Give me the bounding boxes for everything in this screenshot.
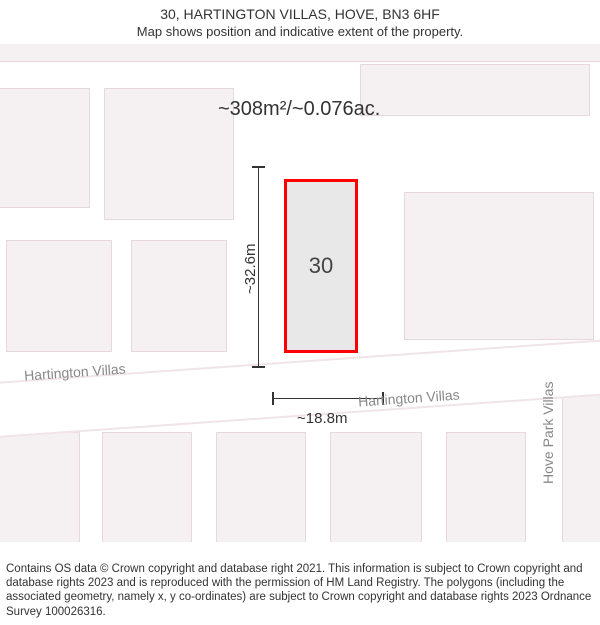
building-footprint xyxy=(104,88,234,220)
page-subtitle: Map shows position and indicative extent… xyxy=(0,24,600,39)
building-footprint xyxy=(0,44,600,62)
building-footprint xyxy=(404,192,594,340)
building-footprint xyxy=(330,432,422,542)
dimension-tick xyxy=(272,392,274,405)
dimension-label-height: ~32.6m xyxy=(242,244,259,294)
building-footprint xyxy=(216,432,306,542)
building-footprint xyxy=(0,432,80,542)
page-title: 30, HARTINGTON VILLAS, HOVE, BN3 6HF xyxy=(0,6,600,22)
building-footprint xyxy=(360,64,590,116)
area-label: ~308m²/~0.076ac. xyxy=(218,98,380,121)
dimension-label-width: ~18.8m xyxy=(297,410,347,427)
building-footprint xyxy=(102,432,192,542)
street-label-hove-park: Hove Park Villas xyxy=(540,382,556,484)
building-footprint xyxy=(0,88,90,208)
building-footprint xyxy=(446,432,526,542)
house-number: 30 xyxy=(309,253,333,279)
building-footprint xyxy=(6,240,112,352)
footer-attribution: Contains OS data © Crown copyright and d… xyxy=(6,562,594,620)
dimension-tick xyxy=(252,366,265,368)
map-canvas: 30 ~308m²/~0.076ac. ~32.6m ~18.8m Hartin… xyxy=(0,44,600,542)
dimension-tick xyxy=(252,166,265,168)
property-highlight: 30 xyxy=(284,179,358,353)
header: 30, HARTINGTON VILLAS, HOVE, BN3 6HF Map… xyxy=(0,0,600,39)
building-footprint xyxy=(131,240,227,352)
